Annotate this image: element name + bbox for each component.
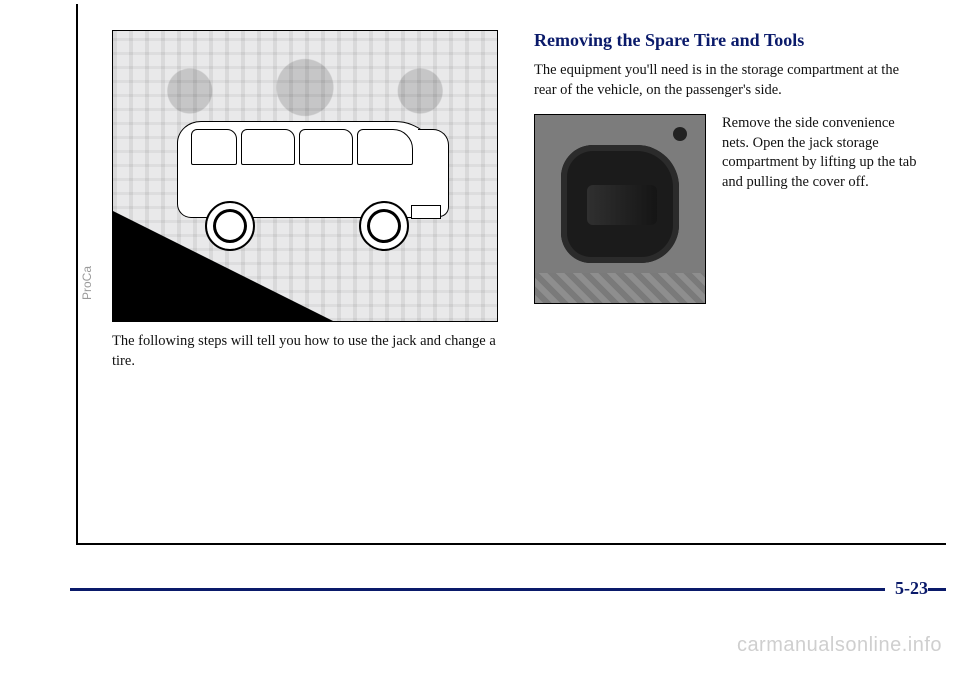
van-wheel: [359, 201, 409, 251]
van-window: [357, 129, 413, 165]
fastener: [673, 127, 687, 141]
van-window: [241, 129, 295, 165]
van-rear: [418, 129, 449, 217]
illustration-caption: The following steps will tell you how to…: [112, 332, 496, 371]
foreground-shadow: [113, 211, 333, 321]
manual-page: The following steps will tell you how to…: [0, 0, 960, 675]
license-plate: [411, 205, 441, 219]
photo-and-text-row: Remove the side convenience nets. Open t…: [534, 114, 918, 304]
gutter-watermark: ProCa: [80, 266, 94, 300]
site-watermark: carmanualsonline.info: [737, 634, 942, 657]
jack-tool: [587, 185, 657, 225]
right-column: Removing the Spare Tire and Tools The eq…: [534, 30, 918, 523]
two-column-layout: The following steps will tell you how to…: [112, 30, 918, 523]
content-frame: The following steps will tell you how to…: [76, 4, 946, 545]
van-window: [299, 129, 353, 165]
cargo-floor: [535, 273, 705, 303]
step-text: Remove the side convenience nets. Open t…: [722, 114, 918, 192]
intro-paragraph: The equipment you'll need is in the stor…: [534, 61, 918, 100]
page-number: 5-23: [885, 578, 928, 599]
section-heading: Removing the Spare Tire and Tools: [534, 30, 918, 51]
van-window: [191, 129, 237, 165]
flat-tire-illustration: [112, 30, 498, 322]
bushes: [113, 49, 497, 119]
jack-compartment-photo: [534, 114, 706, 304]
left-column: The following steps will tell you how to…: [112, 30, 496, 523]
footer-rule: [70, 588, 946, 591]
